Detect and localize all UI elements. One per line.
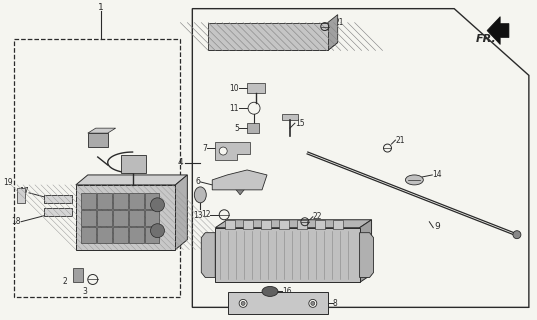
Text: 7: 7 <box>202 144 207 153</box>
Bar <box>144 210 159 226</box>
Polygon shape <box>232 185 248 195</box>
Circle shape <box>241 301 245 305</box>
Text: FR.: FR. <box>476 34 497 44</box>
Text: 4: 4 <box>178 158 183 167</box>
Circle shape <box>239 300 247 307</box>
Polygon shape <box>360 233 374 277</box>
Bar <box>144 227 159 243</box>
Polygon shape <box>76 175 187 185</box>
Bar <box>247 123 259 133</box>
Text: 1: 1 <box>98 3 104 12</box>
Bar <box>333 220 343 229</box>
Text: 5: 5 <box>234 124 239 132</box>
Polygon shape <box>215 142 250 160</box>
Bar <box>215 228 360 283</box>
Circle shape <box>309 300 317 307</box>
Text: 20: 20 <box>248 175 258 184</box>
Text: 19: 19 <box>3 179 13 188</box>
Bar <box>97 210 112 226</box>
Text: 10: 10 <box>229 84 239 93</box>
Text: 9: 9 <box>434 222 440 231</box>
Circle shape <box>150 198 164 212</box>
Bar <box>17 188 25 203</box>
Polygon shape <box>201 233 215 277</box>
Bar <box>208 23 328 51</box>
Bar <box>121 155 146 173</box>
Text: 13: 13 <box>193 211 203 220</box>
Text: 14: 14 <box>432 171 442 180</box>
Text: 22: 22 <box>313 212 322 221</box>
Bar <box>76 185 176 250</box>
Bar <box>247 83 265 93</box>
Text: 21: 21 <box>395 136 405 145</box>
Polygon shape <box>88 128 115 133</box>
Bar <box>279 220 289 229</box>
Bar <box>128 193 143 209</box>
Bar <box>44 208 72 216</box>
Bar <box>128 227 143 243</box>
Polygon shape <box>212 170 267 190</box>
Circle shape <box>311 301 315 305</box>
Polygon shape <box>208 43 338 51</box>
Bar <box>113 193 128 209</box>
Text: 12: 12 <box>201 210 211 219</box>
Bar <box>73 268 83 283</box>
Bar <box>128 210 143 226</box>
Polygon shape <box>487 17 509 44</box>
Bar <box>88 133 108 147</box>
Text: 8: 8 <box>333 299 337 308</box>
Polygon shape <box>215 220 372 228</box>
Circle shape <box>513 231 521 239</box>
Bar <box>81 227 96 243</box>
Text: 18: 18 <box>12 217 21 226</box>
Bar <box>228 292 328 314</box>
Text: 17: 17 <box>19 188 29 196</box>
Ellipse shape <box>405 175 423 185</box>
Bar <box>113 227 128 243</box>
Polygon shape <box>328 15 338 51</box>
Bar <box>81 193 96 209</box>
Text: 11: 11 <box>230 104 239 113</box>
Bar <box>113 210 128 226</box>
Bar <box>144 193 159 209</box>
Text: 3: 3 <box>82 287 87 296</box>
Text: 16: 16 <box>282 287 292 296</box>
Bar <box>282 114 298 120</box>
Polygon shape <box>176 175 187 250</box>
Bar <box>225 220 235 229</box>
Bar <box>44 195 72 203</box>
Polygon shape <box>360 220 372 283</box>
Bar <box>261 220 271 229</box>
Bar <box>14 38 180 297</box>
Ellipse shape <box>262 286 278 296</box>
Circle shape <box>150 224 164 238</box>
Bar <box>297 220 307 229</box>
Text: 21: 21 <box>335 18 344 27</box>
Text: 15: 15 <box>295 119 304 128</box>
Circle shape <box>219 147 227 155</box>
Bar <box>97 227 112 243</box>
Bar <box>97 193 112 209</box>
Bar <box>243 220 253 229</box>
Polygon shape <box>192 9 529 307</box>
Text: 6: 6 <box>195 177 200 187</box>
Text: 2: 2 <box>62 277 67 286</box>
Bar <box>315 220 325 229</box>
Bar <box>81 210 96 226</box>
Ellipse shape <box>194 187 206 203</box>
